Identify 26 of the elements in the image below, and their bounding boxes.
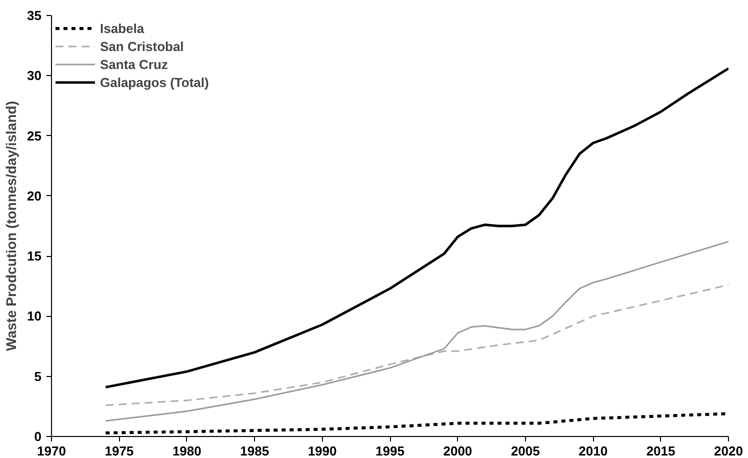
x-tick-label: 1985 bbox=[240, 444, 270, 458]
x-tick-label: 2015 bbox=[646, 444, 676, 458]
y-axis-title: Waste Prodcution (tonnes/day/island) bbox=[3, 101, 20, 351]
y-tick-label: 10 bbox=[27, 308, 42, 324]
x-tick-label: 2005 bbox=[510, 444, 540, 458]
legend-label: Santa Cruz bbox=[100, 56, 168, 73]
y-tick-label: 35 bbox=[27, 8, 42, 23]
line-series bbox=[104, 240, 728, 422]
x-tick-label: 1990 bbox=[308, 444, 337, 458]
y-tick-label: 5 bbox=[34, 368, 42, 384]
legend-label: Isabela bbox=[100, 20, 144, 37]
legend-label: San Cristobal bbox=[100, 38, 184, 55]
line-series bbox=[104, 284, 728, 406]
x-tick-label: 1970 bbox=[37, 444, 66, 458]
y-tick-label: 30 bbox=[27, 68, 42, 84]
y-tick-label: 25 bbox=[27, 128, 42, 144]
x-tick-label: 2020 bbox=[714, 444, 743, 458]
x-tick-label: 1995 bbox=[376, 444, 404, 458]
x-tick-label: 1980 bbox=[172, 444, 202, 458]
x-tick-label: 1975 bbox=[104, 444, 134, 458]
y-tick-label: 0 bbox=[34, 429, 42, 444]
y-tick-label: 15 bbox=[27, 248, 42, 264]
y-tick-label: 20 bbox=[27, 188, 42, 204]
legend-label: Galapagos (Total) bbox=[100, 74, 209, 91]
x-tick-label: 2000 bbox=[443, 444, 472, 458]
x-tick-label: 2010 bbox=[578, 444, 608, 458]
